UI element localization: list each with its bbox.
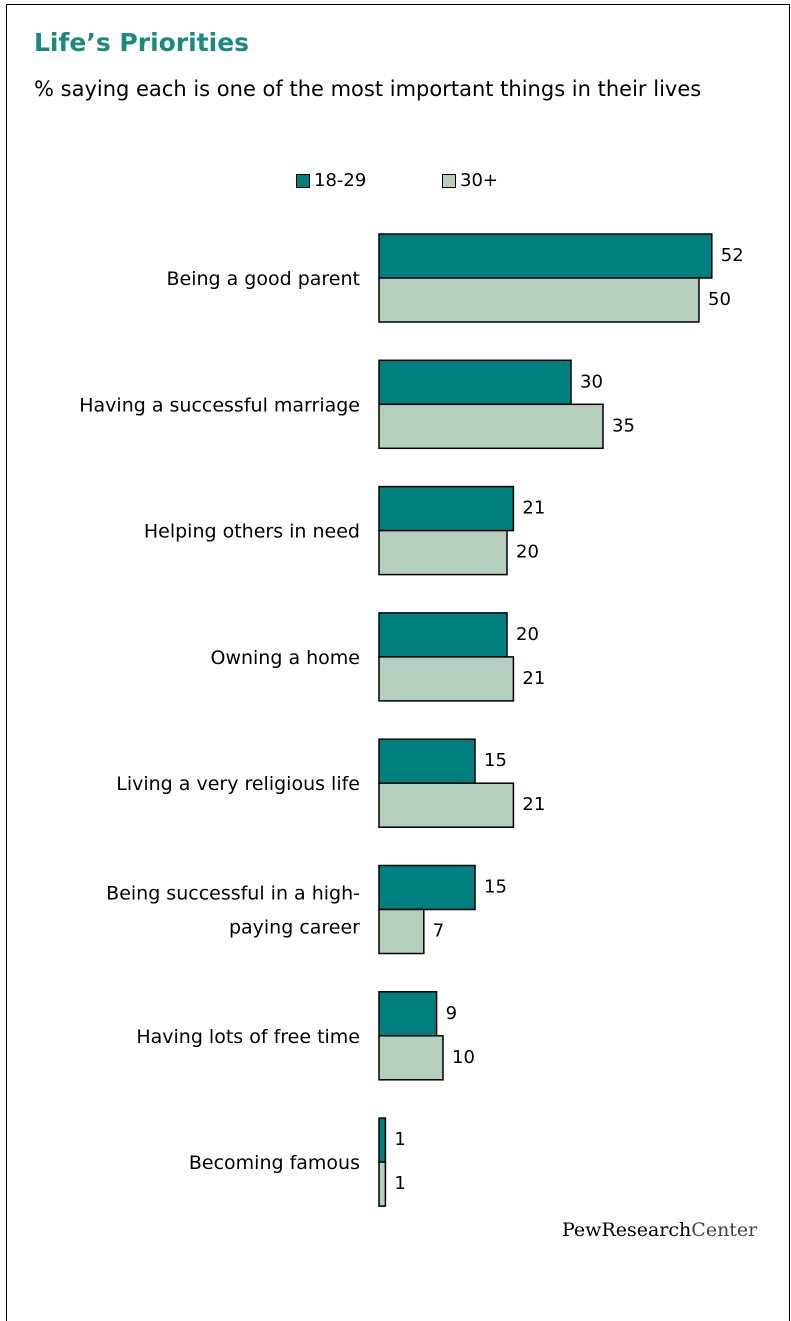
category-label: Being a good parent [166,268,360,290]
bar-18-29 [378,864,476,911]
data-label: 15 [484,750,507,771]
legend-item-30-plus: 30+ [442,170,498,191]
data-label: 35 [612,415,635,436]
data-label: 1 [394,1129,405,1150]
data-label: 21 [522,668,545,689]
data-label: 20 [516,624,539,645]
data-label: 7 [433,921,444,942]
bar-30-plus [378,277,700,323]
category-label: Helping others in need [144,521,360,543]
data-label: 20 [516,542,539,563]
bar-18-29 [378,612,508,658]
bar-30-plus [378,403,604,450]
legend-label-30-plus: 30+ [460,170,498,191]
bar-30-plus [378,529,508,576]
category-label: Becoming famous [189,1152,360,1174]
legend-swatch-30-plus [442,173,456,188]
bar-18-29 [378,359,572,406]
data-label: 1 [394,1173,405,1194]
logo-text-bold: PewResearch [562,1219,692,1241]
chart-legend: 18-29 30+ [0,170,791,200]
chart-subtitle: % saying each is one of the most importa… [34,77,702,101]
category-label: Having lots of free time [136,1026,360,1048]
legend-item-18-29: 18-29 [296,170,366,191]
bar-18-29 [378,738,476,784]
bar-18-29 [378,233,713,279]
legend-swatch-18-29 [296,173,310,188]
data-label: 10 [452,1047,475,1068]
category-label: Having a successful marriage [79,394,360,416]
category-label: Owning a home [210,647,360,669]
category-label: Being successful in a high-paying career [106,883,360,939]
legend-label-18-29: 18-29 [314,170,367,191]
chart-title: Life’s Priorities [34,28,250,57]
data-label: 9 [446,1003,457,1024]
bar-18-29 [378,1117,387,1163]
pew-research-logo: PewResearchCenter [562,1219,757,1241]
bar-30-plus [378,1035,444,1081]
bar-30-plus [378,782,515,828]
data-label: 21 [522,794,545,815]
data-label: 52 [721,245,744,266]
data-label: 50 [708,289,731,310]
chart-frame [6,4,790,1321]
bar-30-plus [378,1161,387,1207]
data-label: 21 [522,498,545,519]
bar-30-plus [378,656,515,702]
bar-18-29 [378,991,438,1037]
bar-30-plus [378,908,425,955]
data-label: 15 [484,877,507,898]
data-label: 30 [580,371,603,392]
bar-18-29 [378,485,515,532]
category-label: Living a very religious life [116,773,360,795]
logo-text-light: Center [691,1219,758,1241]
